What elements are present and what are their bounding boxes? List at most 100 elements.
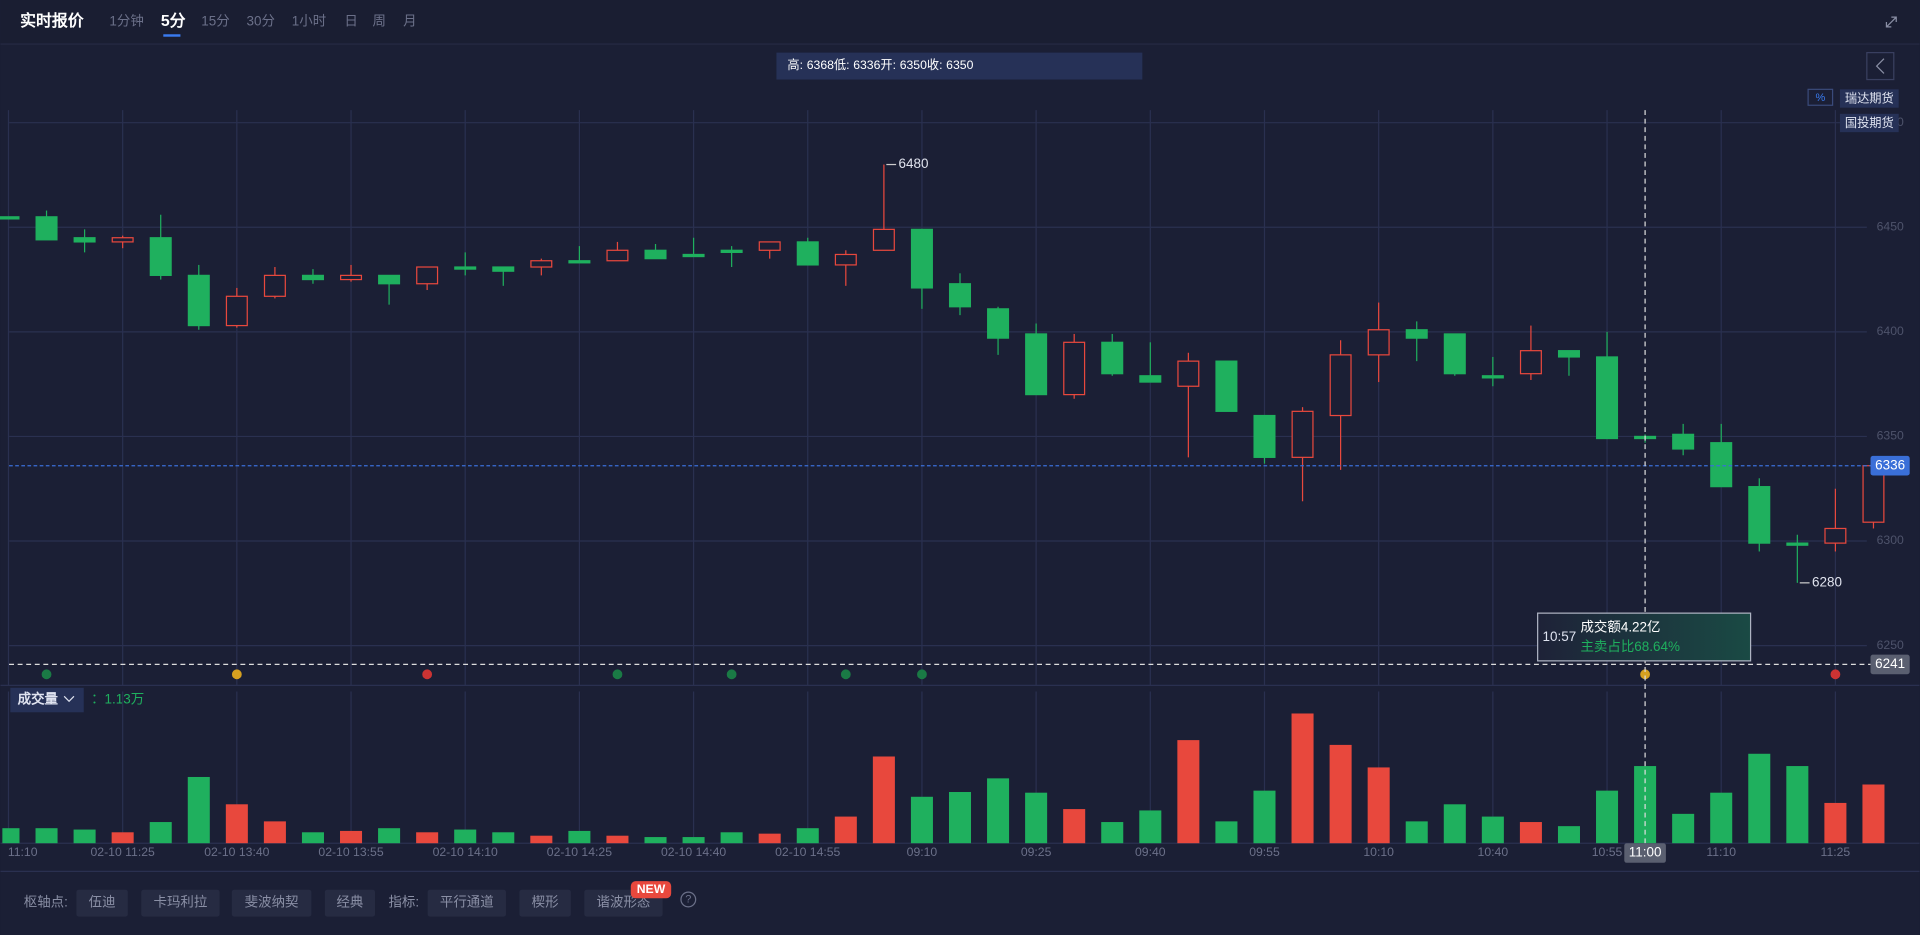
volume-bar xyxy=(187,776,210,844)
x-tick-label: 09:55 xyxy=(1249,845,1280,859)
candle-body xyxy=(149,237,172,276)
timeframe-tab[interactable]: 1分钟 xyxy=(109,13,143,29)
footer-button-label: 卡玛利拉 xyxy=(154,895,208,910)
legend-tag[interactable] xyxy=(1839,89,1899,108)
event-marker xyxy=(612,669,623,680)
ohlc-label: 低: xyxy=(834,58,850,72)
volume-bar xyxy=(834,816,857,844)
x-tick-label: 02-10 11:25 xyxy=(90,845,155,859)
candle-body xyxy=(0,216,20,220)
x-tick-label: 02-10 14:40 xyxy=(661,845,726,859)
side-toggle-icon xyxy=(1875,58,1885,74)
volume-readout: ：1.13万 xyxy=(91,692,144,707)
candle-body xyxy=(340,274,363,281)
legend-tag-label: 瑞达期货 xyxy=(1845,90,1894,105)
volume-bar xyxy=(606,835,629,844)
collapse-icon[interactable] xyxy=(1885,16,1897,28)
timeframe-tab[interactable]: 日 xyxy=(344,14,357,29)
candle-body xyxy=(644,249,667,260)
y-tick-label: 6450 xyxy=(1877,220,1904,234)
candle-body xyxy=(1824,527,1847,544)
footer-button[interactable] xyxy=(324,889,376,917)
volume-bar xyxy=(149,822,172,844)
x-tick-label: 11:10 xyxy=(8,845,38,859)
footer-button-label: 谐波形态 xyxy=(597,895,651,910)
candle-body xyxy=(1405,329,1428,339)
volume-bar xyxy=(301,832,324,844)
timeframe-tab[interactable]: 周 xyxy=(373,14,386,29)
volume-bar xyxy=(1862,784,1885,844)
crosshair-x-tag xyxy=(1624,843,1666,863)
x-tick-label: 09:25 xyxy=(1021,845,1052,859)
footer-button[interactable] xyxy=(76,889,128,917)
volume-bar xyxy=(987,778,1010,844)
candle-body xyxy=(1063,341,1086,396)
candle-body xyxy=(492,266,515,272)
x-tick-label: 11:10 xyxy=(1706,845,1736,859)
candle-body xyxy=(454,266,477,270)
candle-body xyxy=(1177,360,1200,387)
candle-body xyxy=(1557,350,1580,358)
x-tick-label: 02-10 14:10 xyxy=(433,845,498,859)
timeframe-tab[interactable]: 5分 xyxy=(161,12,186,30)
volume-bar xyxy=(1786,766,1809,844)
candle-body xyxy=(225,295,248,327)
ohlc-info: 高: 6368低: 6336开: 6350收: 6350 xyxy=(787,57,973,72)
volume-select[interactable] xyxy=(10,687,84,713)
x-tick-label: 10:55 xyxy=(1592,845,1623,859)
footer-button[interactable] xyxy=(231,889,312,917)
new-badge-label: NEW xyxy=(637,882,666,896)
pivot-label: 枢轴点: xyxy=(24,895,68,910)
volume-bar xyxy=(1519,822,1542,844)
volume-bar xyxy=(1025,792,1048,844)
timeframe-tab[interactable]: 15分 xyxy=(201,14,229,29)
ohlc-label: 收: xyxy=(927,58,943,72)
last-price-label: 6336 xyxy=(1875,457,1905,472)
volume-bar xyxy=(454,829,477,844)
timeframe-tab[interactable]: 1小时 xyxy=(292,14,326,29)
volume-bar xyxy=(720,832,743,844)
max-label: 6480 xyxy=(899,156,929,171)
volume-bar xyxy=(1443,804,1466,844)
candle-body xyxy=(73,237,96,243)
x-tick-label: 09:10 xyxy=(907,845,938,859)
footer-button-label: 伍迪 xyxy=(89,895,116,910)
ohlc-bar xyxy=(776,52,1143,80)
active-tab-underline xyxy=(163,34,181,37)
volume-bar xyxy=(263,821,286,844)
ohlc-value: 6336 xyxy=(853,58,880,72)
footer-button-label: 经典 xyxy=(336,895,363,910)
indicator-label: 指标: xyxy=(388,895,419,910)
event-marker xyxy=(422,669,433,680)
timeframe-tab[interactable]: 30分 xyxy=(247,14,275,29)
volume-bar xyxy=(1596,790,1619,844)
candle-body xyxy=(1786,542,1809,546)
event-marker xyxy=(917,669,927,680)
volume-bar xyxy=(1329,744,1352,844)
candle-body xyxy=(758,241,781,251)
candle-body xyxy=(834,253,857,266)
volume-bar xyxy=(1710,792,1733,844)
footer-button[interactable] xyxy=(519,889,571,917)
volume-bar xyxy=(872,756,895,844)
help-icon[interactable] xyxy=(680,891,697,908)
footer-button[interactable] xyxy=(141,889,220,917)
volume-bar xyxy=(1405,821,1428,844)
footer-button-label: 楔形 xyxy=(532,895,559,910)
legend-tag[interactable] xyxy=(1839,113,1899,133)
percent-toggle[interactable] xyxy=(1807,88,1834,106)
volume-bar xyxy=(1557,826,1580,844)
last-price-tag xyxy=(1870,455,1910,476)
candle-body xyxy=(606,249,629,262)
event-marker xyxy=(41,669,52,680)
volume-bar xyxy=(1215,821,1238,844)
x-tick-label: 02-10 14:55 xyxy=(775,845,840,859)
footer-button[interactable] xyxy=(427,889,506,917)
side-toggle[interactable] xyxy=(1866,52,1895,81)
candle-body xyxy=(1329,354,1352,417)
event-marker xyxy=(231,669,242,680)
timeframe-tab[interactable]: 月 xyxy=(403,14,416,29)
candle-body xyxy=(1596,356,1619,440)
candle-body xyxy=(530,260,553,268)
